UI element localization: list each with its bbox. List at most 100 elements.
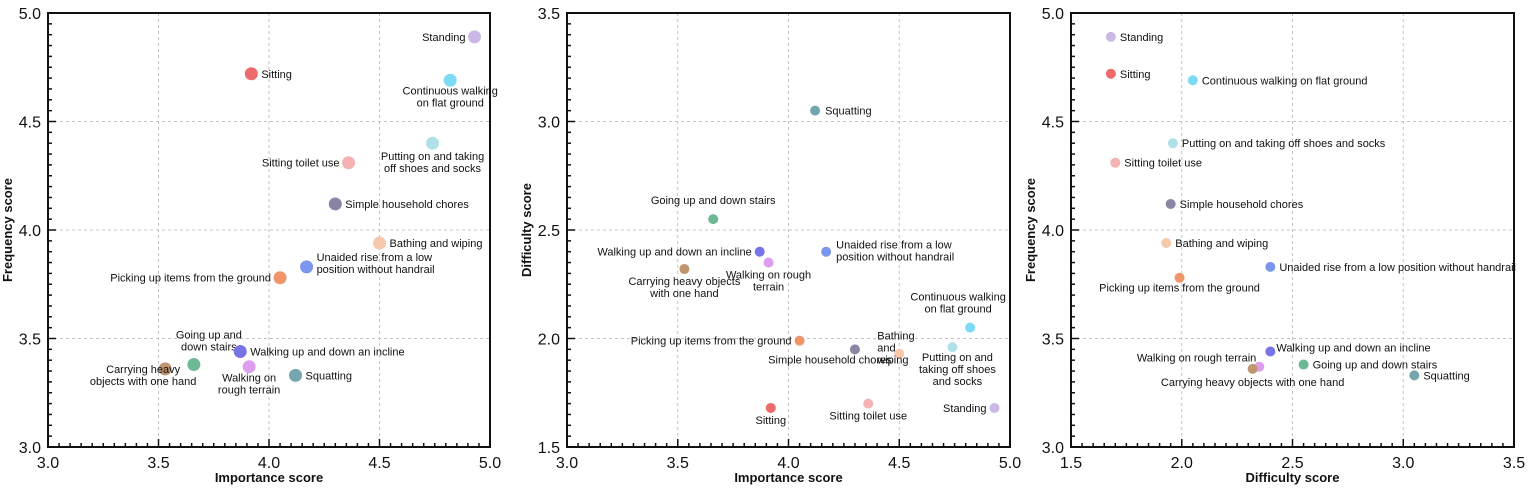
point-squatting: Squatting (810, 105, 872, 118)
x-tick-label: 3.5 (147, 455, 169, 472)
data-point-label: Carrying heavy objects with one hand (1161, 377, 1344, 389)
data-point-marker (187, 358, 201, 372)
axis-ticks (566, 12, 1011, 448)
data-point-label-line: Sitting toilet use (1124, 158, 1202, 170)
data-point-label-line: Putting on and taking (381, 151, 484, 163)
point-standing: Standing (1105, 31, 1163, 44)
y-tick-label: 3.5 (1042, 332, 1064, 349)
x-tick-label: 4.5 (368, 455, 390, 472)
point-sitting: Sitting (1105, 68, 1151, 81)
grid (48, 13, 490, 447)
point-sitting-toilet-use: Sitting toilet use (829, 398, 907, 423)
y-tick-label: 4.0 (1042, 223, 1064, 240)
point-bathing-and-wiping: Bathing and wiping (373, 236, 483, 250)
x-tick-label: 4.0 (777, 455, 799, 472)
data-point-label: Sitting (261, 69, 292, 81)
data-point-label-line: Picking up items from the ground (1099, 283, 1260, 295)
point-bathing-and-wiping: Bathing and wiping (876, 331, 914, 367)
data-point-label-line: Walking on rough (726, 270, 811, 282)
data-point-marker (1165, 198, 1176, 209)
data-point-label: Unaided rise from a low position without … (317, 252, 435, 276)
data-point-label-line: Going up and down stairs (1313, 360, 1438, 372)
data-point-label-line: Walking up and down an incline (597, 247, 751, 259)
point-putting-on-and-taking-off-shoes-and-socks: Putting on and taking off shoes and sock… (1167, 138, 1386, 150)
data-point-label-line: Bathing (877, 331, 914, 343)
point-unaided-rise-from-a-low-position-without-handrail: Unaided rise from a low position without… (1265, 261, 1516, 274)
data-point-marker (426, 136, 440, 150)
y-tick-label: 4.0 (19, 223, 41, 240)
x-tick-label: 3.0 (1392, 455, 1414, 472)
data-point-label-line: Continuous walking (403, 85, 498, 97)
data-point-label-line: with one hand (649, 288, 719, 300)
data-point-label-line: Unaided rise from a low position without… (1279, 262, 1516, 274)
data-point-label-line: Sitting toilet use (262, 158, 340, 170)
data-point-label-line: objects with one hand (90, 376, 196, 388)
data-point-label-line: on flat ground (417, 97, 484, 109)
data-point-label: Walking on rough terrain (1137, 353, 1256, 365)
point-standing: Standing (422, 30, 482, 44)
axis-ticks (47, 12, 491, 448)
data-point-marker (373, 236, 386, 250)
y-tick-label: 5.0 (1042, 6, 1064, 23)
data-point-label-line: Going up and down stairs (651, 195, 776, 207)
data-point-label: Putting on and taking off shoes and sock… (1182, 138, 1386, 150)
data-point-marker (1409, 370, 1420, 381)
data-point-marker (863, 398, 874, 409)
data-point-label: Sitting toilet use (1124, 158, 1202, 170)
x-tick-label: 3.5 (1503, 455, 1525, 472)
y-axis-title: Frequency score (0, 178, 15, 282)
data-point-label-line: terrain (753, 282, 784, 294)
data-point-label-line: Picking up items from the ground (631, 336, 792, 348)
point-walking-up-and-down-an-incline: Walking up and down an incline (233, 345, 405, 359)
point-putting-on-and-taking-off-shoes-and-socks: Putting on and taking off shoes and socks (919, 342, 996, 388)
data-point-label: Sitting toilet use (829, 411, 907, 423)
data-point-label: Walking up and down an incline (1276, 343, 1430, 355)
data-point-label: Going up and down stairs (651, 195, 776, 207)
y-tick-label: 3.5 (19, 332, 41, 349)
data-point-label-line: Continuous walking on flat ground (1202, 75, 1368, 87)
data-point-label-line: Walking on rough terrain (1137, 353, 1256, 365)
data-point-label-line: Sitting (1120, 69, 1151, 81)
data-point-label: Continuous walking on flat ground (1202, 75, 1368, 87)
data-point-label: Walking on rough terrain (726, 270, 811, 294)
point-walking-up-and-down-an-incline: Walking up and down an incline (597, 246, 765, 259)
point-walking-on-rough-terrain: Walking on rough terrain (726, 257, 811, 294)
data-point-label: Sitting (755, 415, 786, 427)
point-unaided-rise-from-a-low-position-without-handrail: Unaided rise from a low position without … (821, 240, 954, 264)
data-point-marker (765, 402, 776, 413)
point-bathing-and-wiping: Bathing and wiping (1161, 238, 1268, 250)
point-simple-household-chores: Simple household chores (768, 344, 892, 366)
data-point-label: Unaided rise from a low position without … (836, 240, 954, 264)
data-point-label-line: Unaided rise from a low (836, 240, 952, 252)
point-squatting: Squatting (1409, 370, 1470, 382)
data-point-label-line: position without handrail (317, 264, 435, 276)
data-point-label: Bathing and wiping (876, 331, 914, 367)
data-point-marker (273, 271, 287, 285)
x-axis-title: Importance score (215, 470, 323, 485)
data-point-label: Carrying heavy objects with one hand (628, 276, 740, 300)
y-tick-label: 2.5 (538, 223, 560, 240)
data-point-marker (810, 105, 821, 116)
data-point-label: Picking up items from the ground (1099, 283, 1260, 295)
point-simple-household-chores: Simple household chores (328, 197, 469, 211)
point-sitting: Sitting (755, 402, 786, 427)
data-point-label-line: Putting on and (922, 352, 993, 364)
data-point-label-line: Bathing and wiping (390, 238, 483, 250)
data-point-marker (468, 30, 482, 44)
y-tick-label: 4.5 (1042, 115, 1064, 132)
data-point-label: Carrying heavy objects with one hand (90, 364, 196, 388)
data-point-marker (1161, 238, 1172, 249)
chart-3: 1.5 2.0 2.5 3.0 3.5 3.0 3.5 4.0 4.5 5.0 Difficulty… (1023, 6, 1525, 485)
axis-ticks (1070, 12, 1515, 448)
data-point-label-line: Walking on (222, 373, 276, 385)
data-point-label: Simple household chores (345, 199, 469, 211)
point-carrying-heavy-objects-with-one-hand: Carrying heavy objects with one hand (90, 362, 196, 388)
data-point-marker (244, 67, 258, 81)
data-point-marker (965, 322, 976, 333)
point-going-up-and-down-stairs: Going up and down stairs (1298, 359, 1438, 372)
y-tick-label: 4.5 (19, 115, 41, 132)
data-point-label: Going up and down stairs (176, 330, 242, 354)
data-point-marker (763, 257, 774, 268)
data-point-label-line: off shoes and socks (384, 163, 482, 175)
data-point-label-line: rough terrain (218, 385, 280, 397)
